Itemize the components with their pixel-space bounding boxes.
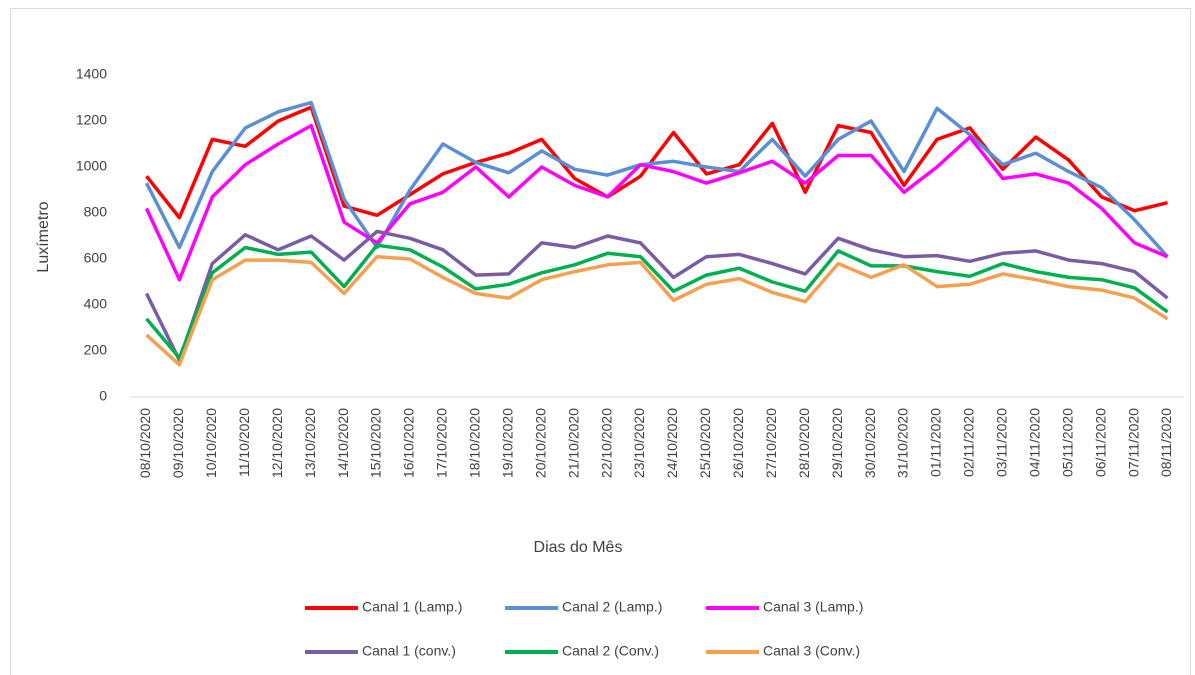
x-tick-label: 28/10/2020 xyxy=(796,408,812,478)
x-tick-label: 26/10/2020 xyxy=(730,408,746,478)
x-axis-title: Dias do Mês xyxy=(534,539,623,556)
y-tick-label: 1200 xyxy=(76,112,107,128)
x-tick-label: 22/10/2020 xyxy=(598,408,614,478)
x-tick-label: 05/11/2020 xyxy=(1059,408,1075,477)
x-tick-label: 08/10/2020 xyxy=(137,408,153,478)
x-tick-label: 02/11/2020 xyxy=(961,408,977,477)
y-tick-label: 0 xyxy=(99,388,107,404)
x-tick-label: 06/11/2020 xyxy=(1092,408,1108,477)
x-tick-label: 17/10/2020 xyxy=(434,408,450,478)
x-tick-label: 08/11/2020 xyxy=(1158,408,1174,477)
x-tick-label: 12/10/2020 xyxy=(269,408,285,478)
x-tick-label: 13/10/2020 xyxy=(302,408,318,478)
x-tick-label: 15/10/2020 xyxy=(368,408,384,478)
x-tick-label: 03/11/2020 xyxy=(994,408,1010,477)
x-tick-label: 24/10/2020 xyxy=(664,408,680,478)
chart-frame xyxy=(10,8,1191,675)
x-tick-label: 19/10/2020 xyxy=(499,408,515,478)
legend-label: Canal 2 (Conv.) xyxy=(562,643,659,659)
x-tick-label: 14/10/2020 xyxy=(335,408,351,478)
y-tick-label: 400 xyxy=(84,296,108,312)
y-tick-label: 600 xyxy=(84,250,108,266)
y-axis-title: Luxímetro xyxy=(35,201,52,272)
x-tick-label: 04/11/2020 xyxy=(1026,408,1042,477)
x-tick-label: 11/10/2020 xyxy=(236,408,252,477)
legend-label: Canal 3 (Lamp.) xyxy=(763,599,863,615)
y-tick-label: 800 xyxy=(84,204,108,220)
x-tick-label: 25/10/2020 xyxy=(697,408,713,478)
series-line xyxy=(144,229,1169,362)
x-tick-label: 30/10/2020 xyxy=(862,408,878,478)
series-line xyxy=(144,100,1169,258)
x-tick-label: 20/10/2020 xyxy=(532,408,548,478)
x-tick-label: 31/10/2020 xyxy=(895,408,911,478)
series-line xyxy=(144,123,1169,282)
x-tick-label: 16/10/2020 xyxy=(401,408,417,478)
x-tick-label: 07/11/2020 xyxy=(1125,408,1141,477)
x-tick-label: 21/10/2020 xyxy=(565,408,581,478)
legend-label: Canal 3 (Conv.) xyxy=(763,643,860,659)
legend-label: Canal 1 (Lamp.) xyxy=(362,599,462,615)
series-line xyxy=(145,243,1169,360)
x-tick-label: 01/11/2020 xyxy=(928,408,944,477)
y-tick-label: 1400 xyxy=(76,66,107,82)
x-tick-label: 18/10/2020 xyxy=(467,408,483,478)
series-line xyxy=(145,254,1169,367)
y-tick-label: 200 xyxy=(84,342,108,358)
x-tick-label: 09/10/2020 xyxy=(170,408,186,478)
legend-label: Canal 1 (conv.) xyxy=(362,643,456,659)
x-tick-label: 27/10/2020 xyxy=(763,408,779,478)
x-tick-label: 29/10/2020 xyxy=(829,408,845,478)
y-tick-label: 1000 xyxy=(76,158,107,174)
legend-label: Canal 2 (Lamp.) xyxy=(562,599,662,615)
x-tick-label: 10/10/2020 xyxy=(203,408,219,478)
x-tick-label: 23/10/2020 xyxy=(631,408,647,478)
